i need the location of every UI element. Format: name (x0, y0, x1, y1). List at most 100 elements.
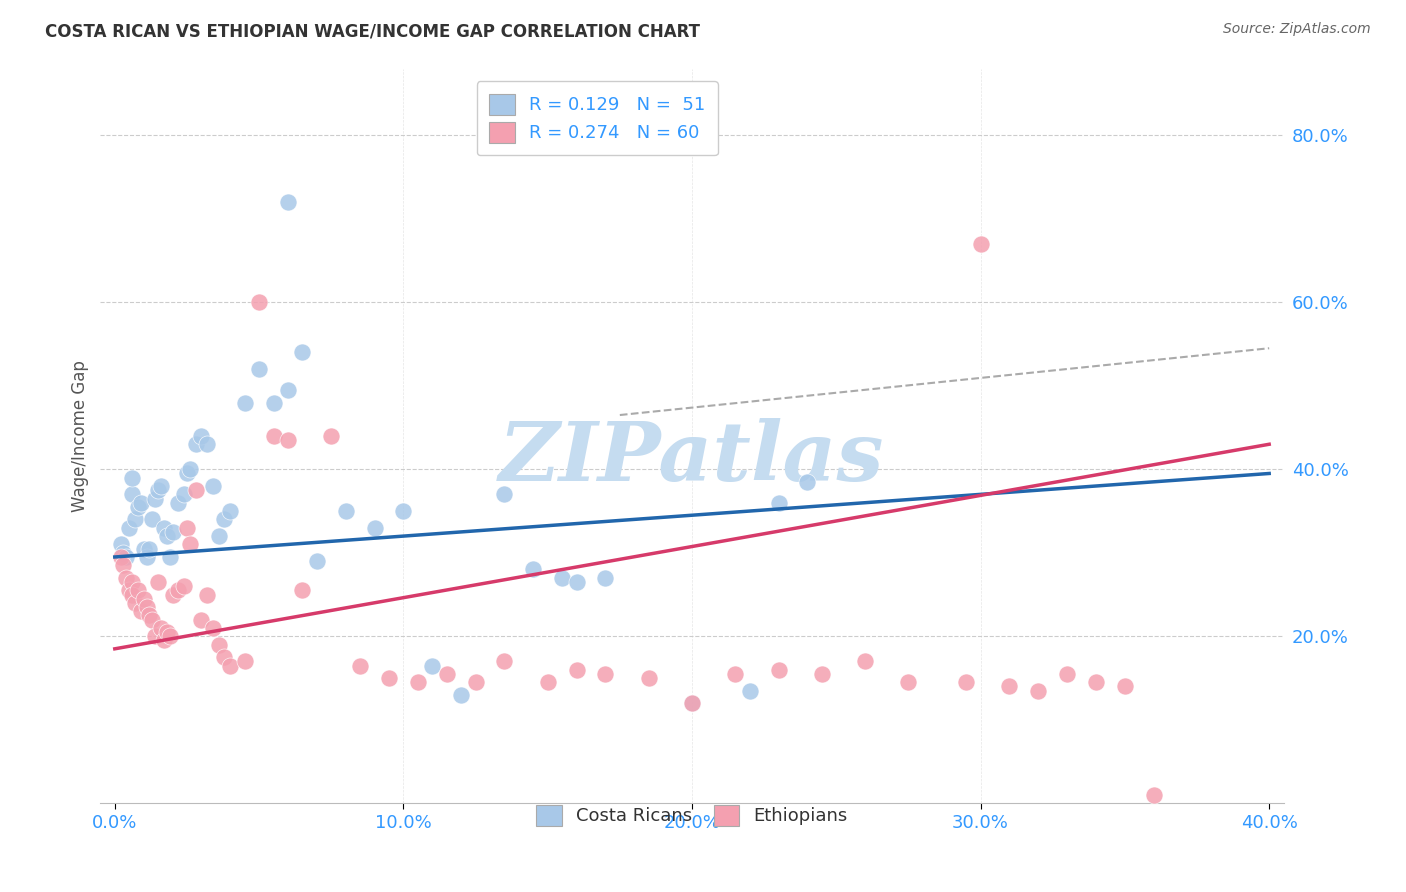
Point (115, 571, 138, 585)
Point (129, 604, 152, 618)
Point (195, 588, 218, 602)
Point (853, 654, 876, 668)
Point (184, 437, 207, 451)
Point (247, 362, 270, 376)
Point (291, 345, 314, 359)
Point (219, 658, 242, 673)
Point (132, 591, 155, 606)
Text: Source: ZipAtlas.com: Source: ZipAtlas.com (1223, 22, 1371, 37)
Point (955, 675, 977, 690)
Point (156, 625, 179, 640)
Point (195, 437, 218, 451)
Point (201, 479, 224, 493)
Point (724, 666, 747, 681)
Point (1143, 788, 1166, 802)
Point (143, 629, 166, 643)
Point (811, 666, 834, 681)
Point (132, 541, 155, 556)
Point (897, 675, 920, 690)
Point (969, 236, 991, 251)
Point (406, 675, 429, 690)
Point (263, 395, 285, 409)
Point (637, 671, 659, 685)
Point (115, 549, 138, 564)
Point (349, 658, 371, 673)
Legend: Costa Ricans, Ethiopians: Costa Ricans, Ethiopians (527, 796, 856, 835)
Point (153, 521, 176, 535)
Point (146, 574, 169, 589)
Point (247, 295, 270, 310)
Point (118, 583, 141, 598)
Point (129, 496, 152, 510)
Point (796, 475, 818, 489)
Point (595, 666, 617, 681)
Point (494, 487, 516, 501)
Y-axis label: Wage/Income Gap: Wage/Income Gap (72, 360, 89, 512)
Point (522, 562, 544, 576)
Point (173, 579, 195, 593)
Point (124, 596, 146, 610)
Point (138, 608, 160, 623)
Point (173, 487, 195, 501)
Point (494, 654, 516, 668)
Point (233, 395, 256, 409)
Point (143, 491, 166, 506)
Point (214, 650, 236, 665)
Point (201, 621, 224, 635)
Point (321, 429, 343, 443)
Point (537, 675, 560, 690)
Point (420, 658, 443, 673)
Point (565, 574, 588, 589)
Point (378, 671, 401, 685)
Point (277, 195, 299, 210)
Point (1114, 679, 1136, 693)
Point (141, 613, 163, 627)
Point (363, 521, 385, 535)
Point (595, 571, 617, 585)
Point (121, 487, 143, 501)
Point (263, 429, 285, 443)
Point (681, 696, 703, 710)
Point (551, 571, 574, 585)
Point (335, 504, 357, 518)
Point (121, 574, 143, 589)
Point (436, 666, 458, 681)
Point (176, 521, 198, 535)
Point (219, 504, 242, 518)
Point (167, 583, 190, 598)
Point (135, 600, 157, 615)
Point (127, 583, 149, 598)
Point (208, 638, 231, 652)
Point (135, 549, 157, 564)
Point (184, 483, 207, 498)
Point (681, 696, 703, 710)
Point (141, 512, 163, 526)
Text: COSTA RICAN VS ETHIOPIAN WAGE/INCOME GAP CORRELATION CHART: COSTA RICAN VS ETHIOPIAN WAGE/INCOME GAP… (45, 22, 700, 40)
Point (176, 467, 198, 481)
Point (124, 512, 146, 526)
Point (149, 479, 172, 493)
Point (233, 654, 256, 668)
Point (450, 688, 472, 702)
Point (112, 558, 135, 573)
Point (214, 512, 236, 526)
Point (110, 537, 132, 551)
Point (277, 383, 299, 397)
Point (162, 588, 184, 602)
Point (1026, 683, 1049, 698)
Point (190, 429, 212, 443)
Point (464, 675, 486, 690)
Point (162, 524, 184, 539)
Point (1056, 666, 1078, 681)
Point (305, 554, 328, 568)
Point (291, 583, 314, 598)
Point (768, 496, 790, 510)
Point (149, 621, 172, 635)
Point (277, 433, 299, 447)
Point (121, 470, 143, 484)
Point (127, 500, 149, 514)
Point (179, 537, 201, 551)
Point (565, 663, 588, 677)
Text: ZIPatlas: ZIPatlas (499, 418, 884, 498)
Point (159, 629, 181, 643)
